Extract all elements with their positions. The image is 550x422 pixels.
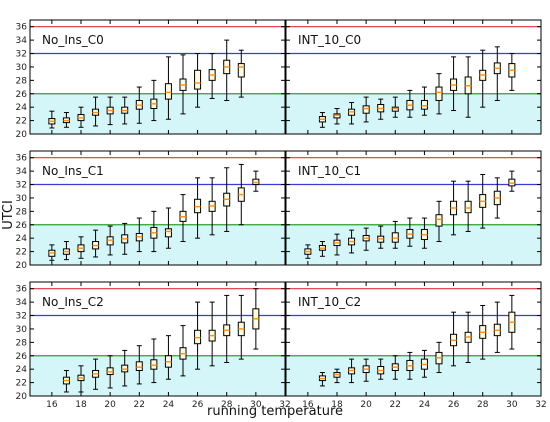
- box: [435, 86, 443, 101]
- panel-title: INT_10_C0: [298, 33, 361, 47]
- comfort-band: [30, 93, 285, 134]
- y-tick-label: 32: [16, 312, 27, 322]
- x-tick-label: 22: [134, 400, 145, 410]
- panel-int-10-c2: 16 18 20 22 24 26 28 30 32 INT_10_C2: [285, 281, 547, 410]
- y-tick-label: 20: [16, 261, 28, 271]
- x-tick-label: 24: [419, 400, 431, 410]
- y-tick-label: 26: [16, 90, 28, 100]
- y-tick-label: 34: [16, 36, 28, 46]
- box: [194, 69, 202, 90]
- panel-title: No_Ins_C2: [42, 295, 104, 309]
- box: [435, 214, 443, 227]
- y-tick-label: 24: [16, 103, 28, 113]
- panel-no-ins-c0: 20 22 24 26 28 30 32 34 36 No_Ins_C0: [16, 19, 286, 140]
- y-tick-label: 34: [16, 298, 28, 308]
- panel-frame: [29, 19, 286, 135]
- panel-int-10-c1: INT_10_C1: [285, 150, 542, 266]
- y-tick-label: 20: [16, 392, 28, 402]
- x-tick-label: 32: [279, 400, 290, 410]
- box: [464, 200, 472, 214]
- box: [420, 99, 428, 110]
- y-tick-label: 20: [16, 130, 28, 140]
- x-tick-label: 20: [104, 400, 116, 410]
- box: [164, 83, 172, 100]
- y-tick-label: 28: [16, 76, 28, 86]
- x-tick-label: 28: [221, 400, 233, 410]
- box: [362, 105, 370, 114]
- panel-no-ins-c2: 20 22 24 26 28 30 32 34 36 16 18 20 22 24 26 28 30 32 No_I…: [16, 281, 291, 410]
- box: [237, 63, 245, 78]
- box: [135, 361, 143, 372]
- panel-frame: [29, 281, 286, 397]
- box: [164, 228, 172, 238]
- y-tick-label: 28: [16, 338, 28, 348]
- y-tick-label: 36: [16, 23, 28, 33]
- y-tick-label: 36: [16, 285, 28, 295]
- comfort-band: [286, 93, 541, 134]
- panel-title: INT_10_C2: [298, 295, 361, 309]
- y-tick-label: 30: [16, 194, 28, 204]
- x-tick-label: 32: [535, 400, 546, 410]
- x-tick-label: 26: [192, 400, 204, 410]
- y-tick-label: 24: [16, 365, 28, 375]
- panel-frame: [285, 19, 542, 135]
- x-tick-label: 16: [46, 400, 58, 410]
- comfort-band: [286, 355, 541, 396]
- y-tick-label: 30: [16, 325, 28, 335]
- x-tick-label: 30: [506, 400, 518, 410]
- y-tick-label: 22: [16, 248, 27, 258]
- y-tick-label: 22: [16, 379, 27, 389]
- y-tick-label: 34: [16, 167, 28, 177]
- x-tick-label: 16: [302, 400, 314, 410]
- panel-frame: [285, 281, 542, 397]
- panel-frame: [29, 150, 286, 266]
- x-tick-label: 28: [477, 400, 489, 410]
- panel-title: INT_10_C1: [298, 164, 361, 178]
- y-tick-label: 32: [16, 181, 27, 191]
- y-tick-label: 28: [16, 207, 28, 217]
- x-tick-label: 26: [448, 400, 460, 410]
- panel-title: No_Ins_C0: [42, 33, 104, 47]
- y-tick-label: 26: [16, 221, 28, 231]
- comfort-band: [30, 355, 285, 396]
- panel-no-ins-c1: 20 22 24 26 28 30 32 34 36 No_Ins_C1: [16, 150, 286, 271]
- panel-frame: [285, 150, 542, 266]
- y-tick-label: 30: [16, 63, 28, 73]
- x-axis-label: running temperature: [207, 404, 343, 419]
- x-tick-label: 20: [360, 400, 372, 410]
- panel-title: No_Ins_C1: [42, 164, 104, 178]
- x-tick-label: 22: [390, 400, 401, 410]
- comfort-band: [286, 224, 541, 265]
- y-axis-label: UTCI: [1, 200, 16, 230]
- panel-int-10-c0: INT_10_C0: [285, 19, 542, 135]
- comfort-band: [30, 224, 285, 265]
- x-tick-label: 24: [163, 400, 175, 410]
- x-tick-label: 30: [250, 400, 262, 410]
- x-tick-label: 18: [75, 400, 87, 410]
- y-tick-label: 22: [16, 117, 27, 127]
- y-tick-label: 36: [16, 154, 28, 164]
- y-tick-label: 32: [16, 50, 27, 60]
- x-tick-label: 18: [331, 400, 343, 410]
- y-tick-label: 26: [16, 352, 28, 362]
- y-tick-label: 24: [16, 234, 28, 244]
